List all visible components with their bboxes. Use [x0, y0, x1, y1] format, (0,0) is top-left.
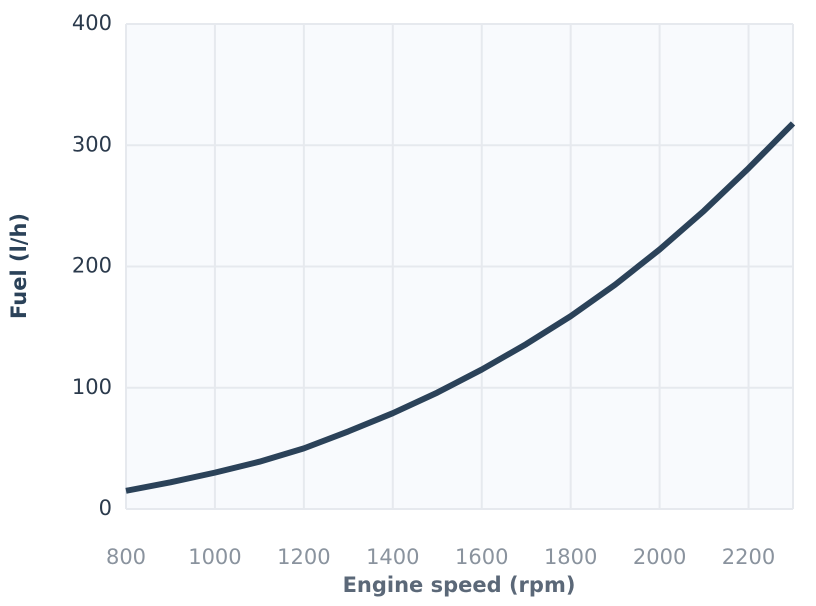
x-tick-label: 1800 — [544, 545, 597, 569]
x-tick-label: 1600 — [455, 545, 508, 569]
x-tick-label: 1200 — [277, 545, 330, 569]
y-tick-label: 100 — [72, 375, 112, 399]
y-tick-label: 400 — [72, 11, 112, 35]
y-tick-label: 200 — [72, 254, 112, 278]
x-tick-label: 1400 — [366, 545, 419, 569]
line — [125, 121, 796, 494]
x-axis-label: Engine speed (rpm) — [343, 573, 576, 597]
y-tick-label: 0 — [99, 496, 112, 520]
x-tick-label: 2000 — [633, 545, 686, 569]
x-tick-label: 800 — [106, 545, 146, 569]
y-tick-label: 300 — [72, 132, 112, 156]
y-axis-label: Fuel (l/h) — [7, 213, 31, 319]
x-tick-label: 1000 — [188, 545, 241, 569]
x-tick-label: 2200 — [722, 545, 775, 569]
